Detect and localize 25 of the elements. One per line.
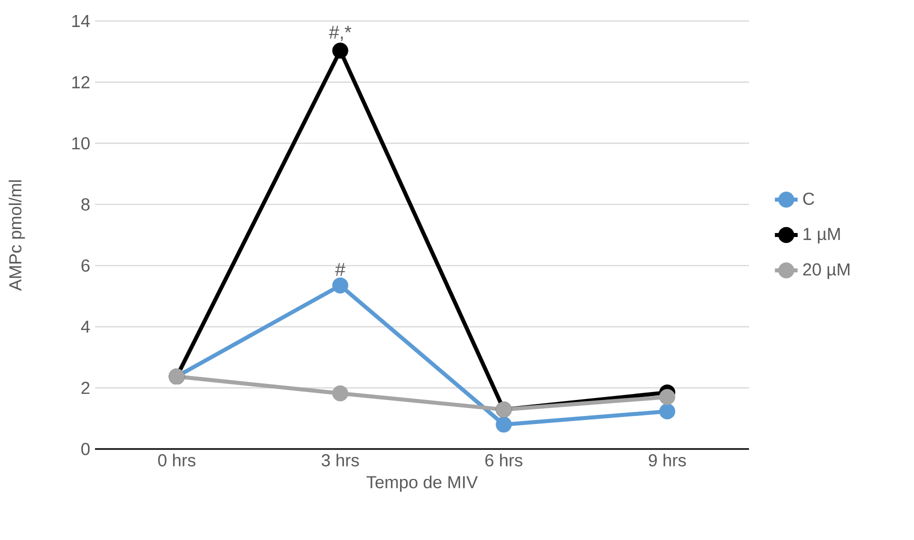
x-tick-label: 9 hrs [648, 454, 686, 466]
y-tick-label: 10 [72, 137, 90, 150]
y-tick-label: 6 [82, 259, 90, 272]
y-tick-label: 4 [81, 320, 90, 333]
y-tick-label: 2 [82, 382, 90, 394]
legend-label: C [803, 192, 814, 205]
point [332, 277, 348, 294]
point [659, 403, 676, 420]
annotation: #,* [328, 26, 352, 42]
x-tick-label: 6 hrs [485, 454, 522, 466]
legend-label: 20 µM [803, 263, 850, 279]
annotation: # [335, 263, 346, 276]
x-axis-title: Tempo de MIV [366, 476, 478, 492]
point [659, 389, 676, 406]
y-axis-title: AMPc pmol/ml [8, 180, 25, 291]
y-tick-label: 0 [81, 442, 90, 456]
point [496, 416, 512, 433]
legend-label: 1 µM [804, 228, 840, 244]
y-tick-label: 14 [72, 15, 90, 27]
y-tick-label: 8 [81, 198, 90, 211]
point [332, 42, 348, 59]
y-tick-label: 12 [72, 76, 90, 88]
x-tick-label: 0 hrs [158, 454, 196, 466]
x-tick-label: 3 hrs [322, 454, 359, 466]
point [332, 385, 348, 402]
